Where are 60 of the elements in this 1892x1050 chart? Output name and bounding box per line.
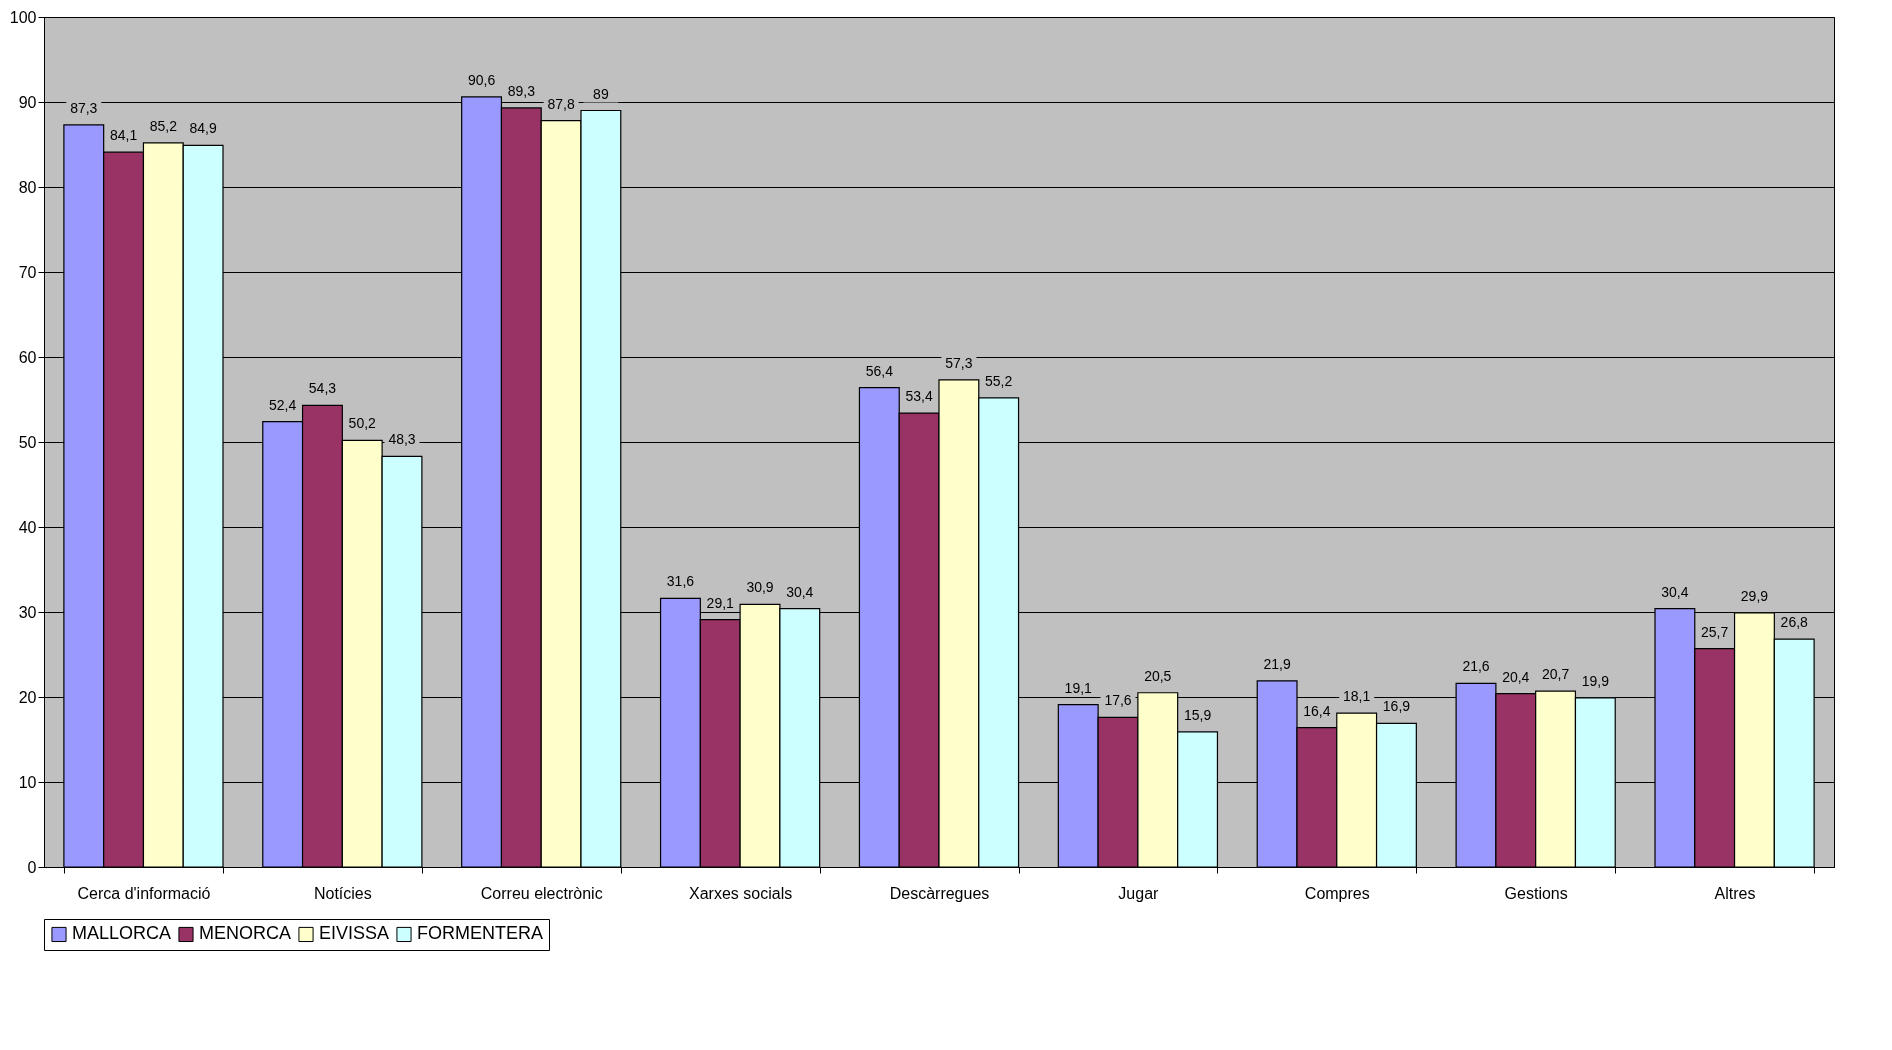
- data-label: 48,3: [388, 431, 416, 448]
- y-tick-label: 100: [9, 8, 37, 26]
- y-tick-label: 50: [18, 433, 37, 451]
- data-label: 20,5: [1144, 667, 1172, 684]
- data-label: 20,7: [1541, 666, 1570, 683]
- data-label: 29,9: [1740, 587, 1769, 604]
- data-label: 54,3: [308, 380, 337, 397]
- data-label: 50,2: [348, 415, 377, 432]
- data-label: 56,4: [865, 362, 894, 379]
- x-tick-label: Correu electrònic: [480, 884, 603, 902]
- data-label: 84,9: [189, 120, 217, 137]
- legend-label: MENORCA: [199, 923, 292, 944]
- x-tick-label: Altres: [1714, 884, 1756, 902]
- data-label: 55,2: [985, 372, 1013, 389]
- data-label: 16,4: [1303, 702, 1331, 719]
- y-tick-label: 10: [18, 773, 37, 791]
- data-label: 19,1: [1064, 679, 1093, 696]
- data-label: 90,6: [467, 71, 496, 88]
- data-label: 29,1: [706, 594, 735, 611]
- y-tick-label: 70: [18, 263, 37, 281]
- data-label: 15,9: [1183, 706, 1212, 723]
- y-tick-label: 40: [18, 518, 37, 536]
- data-label: 25,7: [1701, 623, 1729, 640]
- x-tick-label: Notícies: [313, 884, 372, 902]
- data-label: 26,8: [1780, 614, 1809, 631]
- data-label: 84,1: [109, 127, 138, 144]
- x-tick-label: Descàrregues: [889, 884, 990, 902]
- y-tick-label: 0: [27, 858, 37, 876]
- data-label: 17,6: [1104, 692, 1132, 709]
- x-tick-label: Compres: [1304, 884, 1370, 902]
- data-label: 30,9: [746, 579, 774, 596]
- data-label: 20,4: [1502, 668, 1530, 685]
- data-label: 87,3: [70, 99, 98, 116]
- legend-label: MALLORCA: [72, 923, 172, 944]
- x-tick-label: Jugar: [1118, 884, 1160, 902]
- x-tick-label: Gestions: [1504, 884, 1568, 902]
- data-label: 16,9: [1382, 698, 1411, 715]
- data-label: 31,6: [666, 573, 695, 590]
- legend-label: EIVISSA: [319, 923, 390, 944]
- data-label: 87,8: [547, 95, 575, 112]
- data-label: 21,9: [1263, 655, 1291, 672]
- data-label: 85,2: [149, 117, 178, 134]
- y-tick-label: 90: [18, 93, 37, 111]
- x-tick-label: Cerca d'informació: [77, 884, 211, 902]
- data-label: 89: [593, 85, 609, 102]
- data-label: 57,3: [945, 354, 973, 371]
- y-tick-label: 20: [18, 688, 37, 706]
- data-label: 30,4: [786, 583, 814, 600]
- y-tick-label: 80: [18, 178, 37, 196]
- x-tick-label: Xarxes socials: [689, 884, 793, 902]
- data-label: 19,9: [1581, 672, 1610, 689]
- data-label: 89,3: [507, 82, 536, 99]
- data-label: 21,6: [1462, 658, 1490, 675]
- y-tick-label: 60: [18, 348, 37, 366]
- data-label: 18,1: [1343, 688, 1371, 705]
- data-label: 52,4: [269, 396, 297, 413]
- y-tick-label: 30: [18, 603, 37, 621]
- data-label: 30,4: [1661, 583, 1689, 600]
- legend-label: FORMENTERA: [417, 923, 543, 944]
- data-label: 53,4: [905, 388, 933, 405]
